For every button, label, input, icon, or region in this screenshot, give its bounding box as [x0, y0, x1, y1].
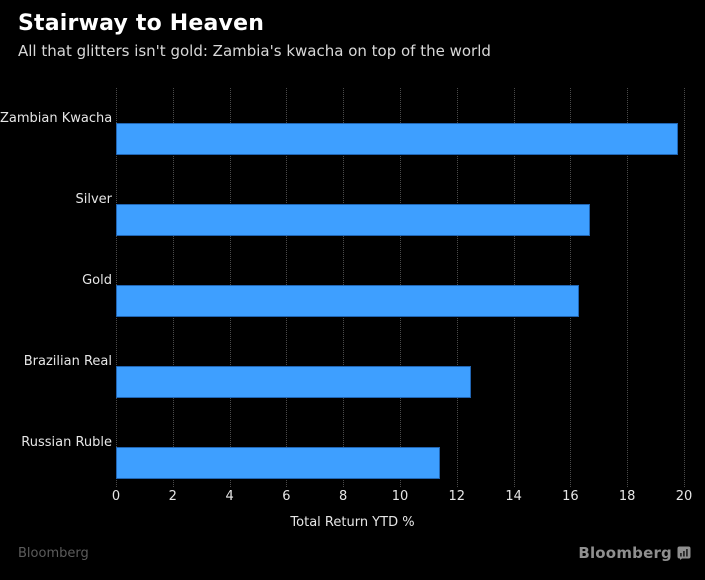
- x-tick-label-8: 8: [339, 489, 348, 504]
- x-tick-label-12: 12: [448, 489, 466, 504]
- x-tick-label-16: 16: [562, 489, 579, 504]
- x-tick-label-18: 18: [618, 489, 636, 504]
- x-tick-label-4: 4: [225, 489, 234, 504]
- source-credit: Bloomberg: [18, 546, 89, 561]
- brand-wordmark: Bloomberg: [578, 544, 672, 562]
- category-label-gold: Gold: [82, 273, 112, 288]
- x-tick-label-14: 14: [505, 489, 522, 504]
- bar-russian-ruble: [116, 447, 440, 479]
- chart-title: Stairway to Heaven: [18, 11, 265, 36]
- category-axis: Zambian Kwacha Silver Gold Brazilian Real Ru…: [0, 88, 112, 481]
- plot-area: [116, 88, 685, 487]
- bar-zambian-kwacha: [116, 123, 679, 155]
- x-tick-label-20: 20: [675, 489, 693, 504]
- brand-lockup: Bloomberg: [578, 544, 691, 562]
- gridline-x-18: [627, 88, 629, 487]
- gridline-x-20: [684, 88, 685, 487]
- x-tick-label-2: 2: [168, 489, 177, 504]
- category-label-russian-ruble: Russian Ruble: [21, 435, 112, 450]
- x-tick-label-10: 10: [391, 489, 409, 504]
- bloomberg-terminal-icon: [677, 546, 691, 560]
- category-label-silver: Silver: [75, 192, 112, 207]
- x-tick-label-6: 6: [282, 489, 291, 504]
- x-tick-label-0: 0: [111, 489, 121, 504]
- x-axis-ticks: 0 2 4 6 8 10 12 14 16 18 20: [0, 489, 705, 505]
- category-label-brazilian-real: Brazilian Real: [23, 354, 112, 369]
- category-label-zambian-kwacha: Zambian Kwacha: [0, 111, 113, 126]
- bar-silver: [116, 204, 591, 236]
- bar-gold: [116, 285, 579, 317]
- chart-subtitle: All that glitters isn't gold: Zambia's k…: [18, 42, 491, 60]
- bar-brazilian-real: [116, 366, 471, 398]
- x-axis-title: Total Return YTD %: [290, 515, 415, 530]
